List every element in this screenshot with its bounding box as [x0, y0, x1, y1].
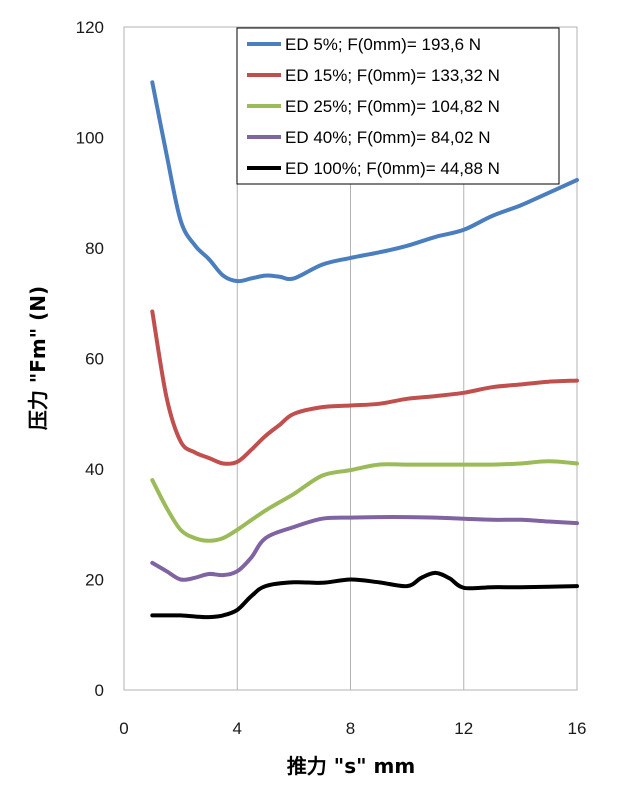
series-lines: [150, 80, 579, 620]
legend-label: ED 15%; F(0mm)= 133,32 N: [285, 66, 500, 85]
y-tick-labels: 0 20 40 60 80 100 120: [76, 18, 104, 700]
y-tick-label: 40: [85, 460, 104, 479]
legend: ED 5%; F(0mm)= 193,6 N ED 15%; F(0mm)= 13…: [236, 27, 560, 185]
x-tick-label: 4: [233, 719, 242, 738]
x-tick-label: 0: [119, 719, 128, 738]
series-line-4: [150, 515, 579, 582]
y-tick-label: 60: [85, 350, 104, 369]
x-axis-title: 推力 "s" mm: [287, 754, 415, 778]
x-tick-labels: 0 4 8 12 16: [119, 719, 586, 738]
series-line-3: [150, 459, 579, 543]
y-tick-label: 100: [76, 129, 104, 148]
x-tick-label: 12: [454, 719, 473, 738]
y-tick-label: 20: [85, 571, 104, 590]
series-line-1: [150, 80, 579, 284]
y-tick-label: 0: [95, 681, 104, 700]
legend-label: ED 5%; F(0mm)= 193,6 N: [285, 35, 481, 54]
series-line-5: [150, 570, 579, 620]
legend-box: [236, 27, 560, 185]
y-tick-label: 80: [85, 239, 104, 258]
legend-label: ED 25%; F(0mm)= 104,82 N: [285, 97, 500, 116]
legend-label: ED 100%; F(0mm)= 44,88 N: [285, 159, 500, 178]
legend-label: ED 40%; F(0mm)= 84,02 N: [285, 128, 491, 147]
x-tick-label: 8: [346, 719, 355, 738]
series-line-2: [150, 309, 579, 466]
y-tick-label: 120: [76, 18, 104, 37]
x-tick-label: 16: [568, 719, 587, 738]
y-axis-title: 压力 "Fm" (N): [26, 286, 50, 430]
